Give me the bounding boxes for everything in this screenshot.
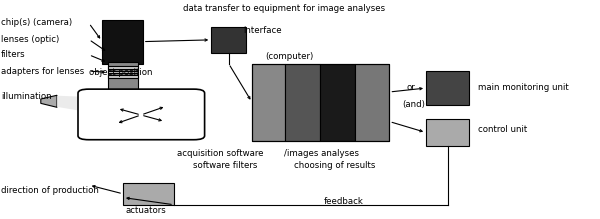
FancyBboxPatch shape [123,183,174,205]
Text: main monitoring unit: main monitoring unit [478,83,568,92]
Text: lenses (optic): lenses (optic) [1,35,59,44]
FancyBboxPatch shape [108,62,138,92]
FancyBboxPatch shape [426,71,469,105]
FancyBboxPatch shape [355,64,389,141]
FancyBboxPatch shape [211,27,246,53]
Text: acquisition software: acquisition software [177,149,263,158]
FancyBboxPatch shape [108,66,138,69]
Text: images analyses: images analyses [287,149,359,158]
Text: object position: object position [89,68,152,77]
FancyBboxPatch shape [285,64,320,141]
Text: feedback: feedback [324,196,364,206]
FancyBboxPatch shape [108,71,138,73]
FancyBboxPatch shape [78,89,205,140]
FancyBboxPatch shape [426,119,469,146]
Text: direction of production: direction of production [1,186,99,196]
Text: actuators: actuators [126,206,167,215]
Text: data transfer to equipment for image analyses: data transfer to equipment for image ana… [183,4,385,13]
FancyBboxPatch shape [102,20,143,64]
FancyBboxPatch shape [320,64,355,141]
Text: filters: filters [1,50,26,59]
Text: /: / [284,149,287,158]
Text: control unit: control unit [478,125,527,134]
Text: adapters for lenses: adapters for lenses [1,67,85,76]
FancyBboxPatch shape [108,75,138,78]
Text: (computer): (computer) [265,52,313,62]
Polygon shape [57,96,141,121]
Text: choosing of results: choosing of results [294,161,376,170]
Polygon shape [41,95,57,107]
Text: interface: interface [243,26,281,35]
Text: software filters: software filters [193,161,257,170]
Text: illumination: illumination [1,92,52,101]
Text: (and): (and) [403,99,425,109]
Text: or: or [406,83,415,92]
Text: chip(s) (camera): chip(s) (camera) [1,18,73,28]
FancyBboxPatch shape [252,64,285,141]
